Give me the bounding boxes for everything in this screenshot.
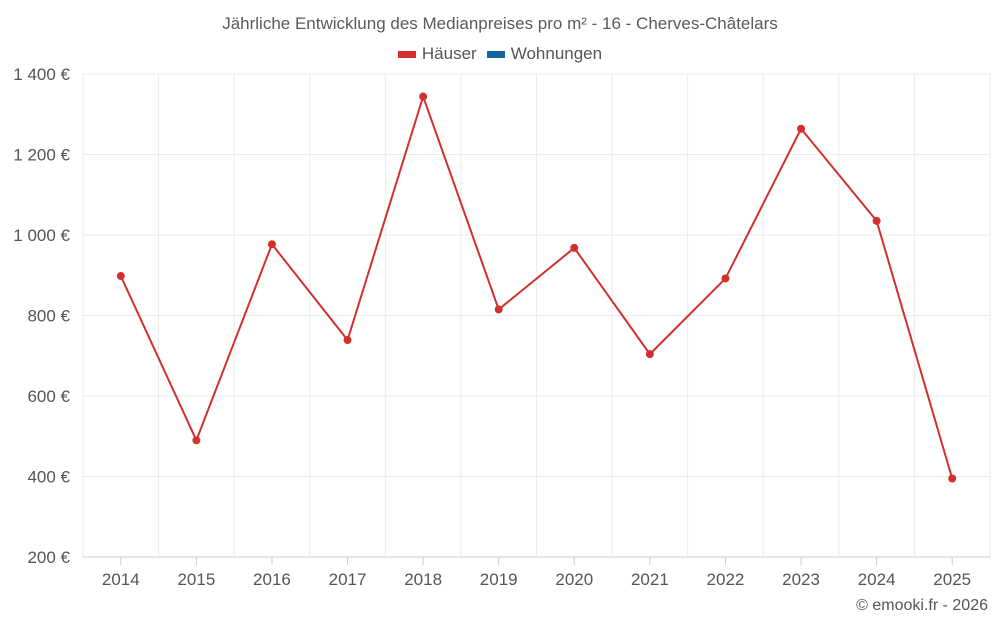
data-point[interactable] xyxy=(116,272,125,281)
data-point[interactable] xyxy=(721,274,730,283)
x-tick-label: 2025 xyxy=(933,570,971,589)
legend-label-haeuser: Häuser xyxy=(421,44,477,63)
data-point[interactable] xyxy=(797,124,806,133)
x-tick-label: 2016 xyxy=(253,570,291,589)
legend-item-haeuser[interactable]: Häuser xyxy=(397,44,477,64)
data-point[interactable] xyxy=(267,240,276,249)
data-point[interactable] xyxy=(570,243,579,252)
data-point[interactable] xyxy=(192,436,201,445)
y-tick-label: 600 € xyxy=(27,387,70,406)
copyright-notice: © emooki.fr - 2026 xyxy=(856,597,988,614)
y-tick-label: 200 € xyxy=(27,548,70,567)
x-tick-label: 2021 xyxy=(631,570,669,589)
data-point[interactable] xyxy=(948,474,957,483)
data-point[interactable] xyxy=(645,350,654,359)
x-tick-label: 2017 xyxy=(329,570,367,589)
y-tick-label: 800 € xyxy=(27,307,70,326)
y-tick-label: 1 200 € xyxy=(13,146,70,165)
data-point[interactable] xyxy=(343,336,352,345)
x-tick-label: 2014 xyxy=(102,570,140,589)
x-tick-label: 2024 xyxy=(858,570,896,589)
legend-swatch-haeuser xyxy=(397,50,416,58)
x-tick-label: 2022 xyxy=(707,570,745,589)
chart-title: Jährliche Entwicklung des Medianpreises … xyxy=(222,14,778,33)
data-point[interactable] xyxy=(872,216,881,225)
y-tick-label: 1 000 € xyxy=(13,226,70,245)
x-tick-label: 2019 xyxy=(480,570,518,589)
x-tick-label: 2015 xyxy=(177,570,215,589)
legend-label-wohnungen: Wohnungen xyxy=(510,44,603,63)
x-tick-label: 2018 xyxy=(404,570,442,589)
legend-swatch-wohnungen xyxy=(486,50,505,58)
legend-item-wohnungen[interactable]: Wohnungen xyxy=(486,44,603,64)
legend: Häuser Wohnungen xyxy=(0,44,1000,64)
series-line-0 xyxy=(119,95,954,479)
y-tick-label: 1 400 € xyxy=(13,65,70,84)
x-tick-label: 2020 xyxy=(555,570,593,589)
data-point[interactable] xyxy=(494,305,503,314)
x-tick-label: 2023 xyxy=(782,570,820,589)
y-tick-label: 400 € xyxy=(27,468,70,487)
data-point[interactable] xyxy=(419,92,428,101)
